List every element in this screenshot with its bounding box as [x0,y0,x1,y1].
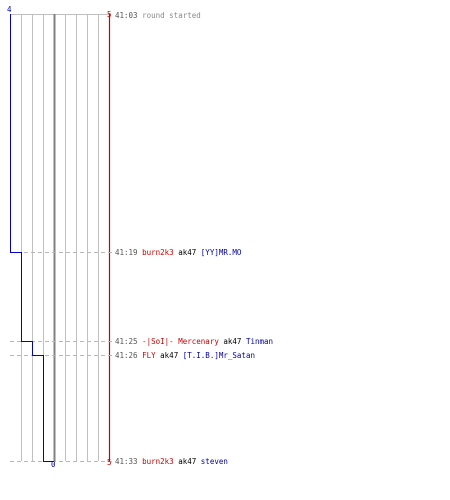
event-victim: [T.I.B.]Mr_Satan [183,351,255,360]
event-row: 41:03 round started [115,11,201,20]
alive-count-line [10,14,54,462]
left-team-final: 0 [51,460,56,469]
event-guides [10,252,112,462]
right-team-final: 5 [107,458,112,467]
left-team-label: 4 [7,5,12,14]
event-killer: burn2k3 [142,457,174,466]
right-team-label: 5 [107,10,112,19]
grid [21,14,99,461]
event-victim: [YY]MR.MO [201,248,242,257]
event-victim: Tinman [246,337,273,346]
event-killer: -|SoI|- Mercenary [142,337,219,346]
event-row: 41:19 burn2k3 ak47 [YY]MR.MO [115,248,242,257]
event-killer: FLY [142,351,156,360]
event-row: 41:25 -|SoI|- Mercenary ak47 Tinman [115,337,273,346]
event-time: 41:03 [115,11,138,20]
event-time: 41:19 [115,248,138,257]
event-weapon: ak47 [160,351,178,360]
event-weapon: ak47 [223,337,241,346]
event-text: round started [142,11,201,20]
event-weapon: ak47 [178,248,196,257]
event-weapon: ak47 [178,457,196,466]
event-row: 41:33 burn2k3 ak47 steven [115,457,228,466]
event-time: 41:26 [115,351,138,360]
event-killer: burn2k3 [142,248,174,257]
event-victim: steven [201,457,228,466]
event-time: 41:33 [115,457,138,466]
event-time: 41:25 [115,337,138,346]
event-row: 41:26 FLY ak47 [T.I.B.]Mr_Satan [115,351,255,360]
